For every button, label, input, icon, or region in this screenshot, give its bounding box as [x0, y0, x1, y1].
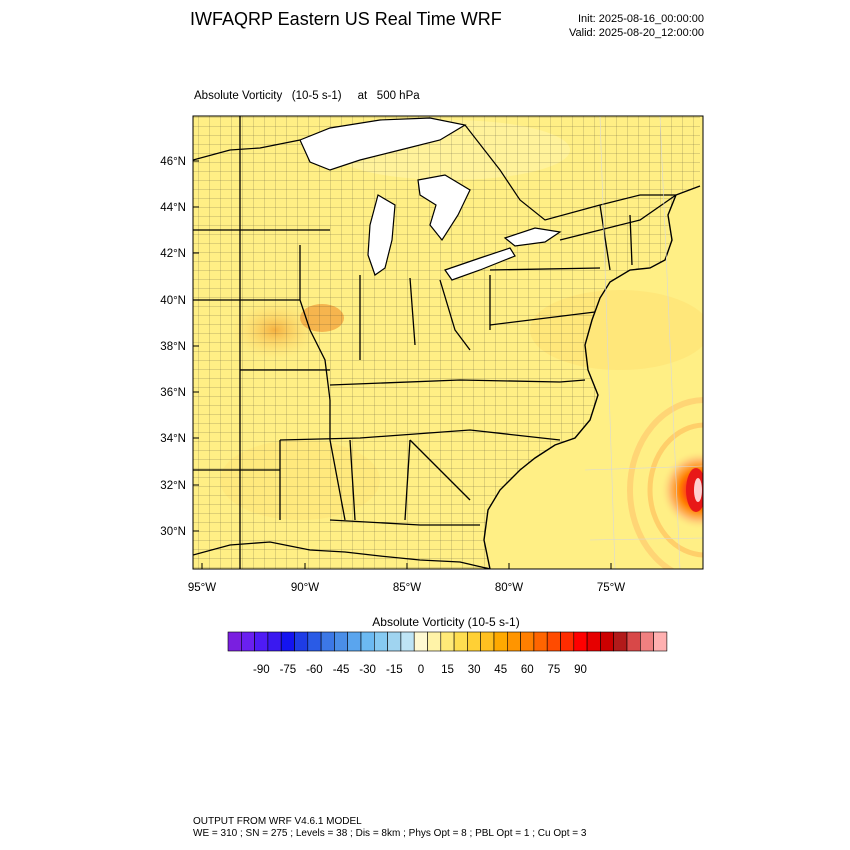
lat-label: 44°N — [160, 202, 186, 214]
colorbar-tick-label: 30 — [468, 664, 481, 676]
colorbar-box — [506, 631, 521, 652]
colorbar-tick-label: 15 — [441, 664, 454, 676]
lat-label: 34°N — [160, 433, 186, 445]
colorbar-box — [267, 631, 282, 652]
lake-ontario — [503, 227, 562, 247]
colorbar-labels: -90 -75 -60 -45 -30 -15 0 15 30 45 60 75 90 — [253, 664, 587, 676]
colorbar-box — [254, 631, 269, 652]
colorbar-box — [560, 631, 575, 652]
colorbar-tick-label: -30 — [359, 664, 376, 676]
coastline — [483, 185, 701, 569]
colorbar-box — [440, 631, 455, 652]
colorbar-box — [241, 631, 255, 652]
map-figure: 46°N 44°N 42°N 40°N 38°N 36°N 34°N 32°N … — [160, 115, 704, 676]
colorbar-box — [533, 631, 548, 652]
colorbar-title: Absolute Vorticity (10-5 s-1) — [372, 615, 520, 629]
tropical-cyclone — [627, 397, 703, 569]
map-panel — [193, 116, 703, 569]
colorbar-box — [546, 631, 561, 652]
gulf-coast — [193, 541, 491, 569]
colorbar-box — [653, 631, 668, 652]
field-label: Absolute Vorticity (10-5 s-1) at 500 hPa — [194, 90, 420, 102]
lake-erie — [444, 247, 516, 281]
colorbar-box — [373, 631, 388, 652]
graticule — [584, 116, 703, 569]
colorbar-box — [613, 631, 628, 652]
colorbar-box — [493, 631, 508, 652]
colorbar-tick-label: -60 — [306, 664, 323, 676]
colorbar-box — [586, 631, 601, 652]
colorbar-box — [360, 631, 375, 652]
colorbar-box — [294, 631, 309, 652]
lon-label: 90°W — [291, 582, 319, 594]
colorbar-box — [280, 631, 295, 652]
colorbar-box — [600, 631, 615, 652]
colorbar-box — [413, 631, 428, 652]
colorbar-box — [400, 631, 415, 652]
lat-label: 42°N — [160, 248, 186, 260]
colorbar-box — [480, 631, 495, 652]
init-time: Init: 2025-08-16_00:00:00 — [578, 13, 704, 25]
lat-label: 40°N — [160, 295, 186, 307]
plot-title: IWFAQRP Eastern US Real Time WRF — [190, 9, 502, 29]
state-borders — [193, 116, 677, 569]
international-border — [193, 124, 676, 221]
valid-time: Valid: 2025-08-20_12:00:00 — [569, 27, 704, 39]
lat-label: 32°N — [160, 480, 186, 492]
lat-label: 46°N — [160, 156, 186, 168]
colorbar-box — [467, 631, 481, 652]
latitude-ticks — [193, 160, 199, 532]
model-info-line2: WE = 310 ; SN = 275 ; Levels = 38 ; Dis … — [193, 828, 587, 839]
longitude-ticks — [201, 563, 612, 569]
lat-label: 36°N — [160, 387, 186, 399]
land-area — [193, 116, 700, 569]
map-frame — [192, 115, 704, 570]
colorbar-box — [334, 631, 348, 652]
lake-superior — [299, 117, 467, 171]
colorbar-box — [626, 631, 641, 652]
lat-label: 38°N — [160, 341, 186, 353]
lon-label: 85°W — [393, 582, 421, 594]
colorbar-box — [320, 631, 335, 652]
colorbar-box — [387, 631, 402, 652]
lon-label: 95°W — [188, 582, 216, 594]
colorbar-tick-label: 90 — [574, 664, 587, 676]
colorbar-box — [639, 631, 654, 652]
lon-label: 75°W — [597, 582, 625, 594]
lake-michigan — [367, 194, 396, 276]
colorbar-box — [307, 631, 322, 652]
colorbar-box — [347, 631, 362, 652]
lat-label: 30°N — [160, 526, 186, 538]
lon-label: 80°W — [495, 582, 523, 594]
colorbar-box — [227, 631, 242, 652]
colorbar-box — [427, 631, 442, 652]
colorbar-tick-label: -75 — [280, 664, 297, 676]
colorbar-tick-label: -45 — [333, 664, 350, 676]
colorbar-tick-label: 0 — [418, 664, 424, 676]
colorbar-box — [453, 631, 468, 652]
colorbar-box — [520, 631, 535, 652]
model-info-line1: OUTPUT FROM WRF V4.6.1 MODEL — [193, 816, 362, 827]
colorbar-tick-label: 45 — [494, 664, 507, 676]
colorbar-box — [573, 631, 588, 652]
colorbar-tick-label: -15 — [386, 664, 403, 676]
colorbar-tick-label: -90 — [253, 664, 270, 676]
lake-huron — [417, 174, 471, 242]
colorbar — [227, 631, 668, 652]
colorbar-tick-label: 60 — [521, 664, 534, 676]
colorbar-tick-label: 75 — [548, 664, 561, 676]
